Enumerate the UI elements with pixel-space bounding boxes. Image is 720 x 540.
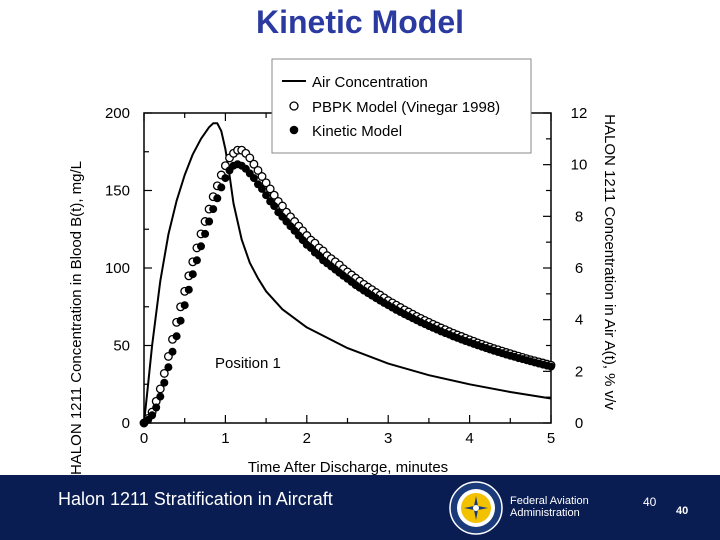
kinetic-point <box>249 174 258 183</box>
agency-name-line-1: Federal Aviation <box>510 495 589 507</box>
kinetic-point <box>188 270 197 279</box>
legend-swatch-kinetic <box>289 125 299 135</box>
kinetic-point <box>221 174 230 183</box>
y-left-tick-label: 150 <box>105 183 130 200</box>
y-left-tick-label: 100 <box>105 260 130 277</box>
legend-swatch-pbpk <box>289 101 299 111</box>
kinetic-point <box>217 183 226 192</box>
pbpk-point <box>261 178 271 188</box>
pbpk-point <box>265 184 275 194</box>
kinetic-point <box>192 256 201 265</box>
x-tick-label: 3 <box>384 430 392 447</box>
y-right-tick-labels: 0 2 4 6 8 10 12 <box>571 105 588 432</box>
kinetic-point <box>213 194 222 203</box>
pbpk-point <box>249 159 259 169</box>
y-right-tick-label: 6 <box>575 260 583 277</box>
kinetic-point <box>156 392 165 401</box>
y-right-tick-label: 10 <box>571 157 588 174</box>
series-pbpk-model <box>139 145 556 428</box>
kinetic-point <box>152 403 161 412</box>
kinetic-point <box>209 205 218 214</box>
kinetic-point <box>201 229 210 238</box>
pbpk-point <box>159 368 169 378</box>
pbpk-point <box>257 172 267 181</box>
kinetic-point <box>164 363 173 372</box>
x-tick-label: 2 <box>303 430 311 447</box>
x-tick-label: 4 <box>465 430 473 447</box>
y-right-tick-label: 4 <box>575 312 583 329</box>
y-axis-label-left: HALON 1211 Concentration in Blood B(t), … <box>68 161 85 475</box>
kinetic-point <box>197 242 205 251</box>
legend-box <box>271 58 532 154</box>
y-axis-label-right: HALON 1211 Concentration in Air A(t), % … <box>601 114 618 410</box>
y-right-tick-label: 0 <box>575 415 583 432</box>
faa-seal-logo <box>449 481 503 535</box>
y-right-tick-label: 8 <box>575 208 583 225</box>
pbpk-point <box>245 153 255 163</box>
kinetic-point <box>258 184 266 193</box>
footer-title: Halon 1211 Stratification in Aircraft <box>58 489 333 509</box>
legend-label-pbpk: PBPK Model (Vinegar 1998) <box>312 99 500 116</box>
footer-bar: Halon 1211 Stratification in Aircraft Fe… <box>0 475 720 540</box>
page-number-secondary: 40 <box>676 505 689 517</box>
kinetic-point <box>148 411 157 420</box>
y-left-tick-label: 200 <box>105 105 130 122</box>
kinetic-point <box>168 347 177 356</box>
kinetic-point <box>262 191 271 200</box>
x-tick-labels: 0 1 2 3 4 5 <box>140 430 555 447</box>
kinetic-point <box>270 202 279 210</box>
x-tick-label: 0 <box>140 430 148 447</box>
kinetic-point <box>547 362 555 371</box>
kinetic-point <box>176 316 185 325</box>
slide-title: Kinetic Model <box>255 4 464 40</box>
kinetic-point <box>184 285 193 294</box>
y-left-tick-labels: 0 50 100 150 200 <box>105 105 130 432</box>
x-tick-label: 1 <box>221 430 229 447</box>
agency-name: Federal Aviation Administration <box>510 495 620 519</box>
kinetic-point <box>205 217 214 226</box>
x-tick-label: 5 <box>547 430 555 447</box>
pbpk-point <box>277 201 287 211</box>
y-right-tick-label: 12 <box>571 105 588 122</box>
legend: Air Concentration PBPK Model (Vinegar 19… <box>271 58 532 154</box>
kinetic-point <box>160 378 169 387</box>
page-number: 40 <box>643 495 657 509</box>
x-axis-label: Time After Discharge, minutes <box>248 459 448 476</box>
annotation-position-1: Position 1 <box>215 355 281 372</box>
y-left-tick-label: 0 <box>122 415 130 432</box>
pbpk-point <box>269 190 279 200</box>
legend-label-air: Air Concentration <box>312 74 428 91</box>
y-right-tick-label: 2 <box>575 363 583 380</box>
legend-label-kinetic: Kinetic Model <box>312 123 402 140</box>
y-left-tick-label: 50 <box>113 338 130 355</box>
pbpk-point <box>253 165 263 175</box>
kinetic-point <box>172 332 181 341</box>
kinetic-point <box>180 301 189 310</box>
series-kinetic-model <box>140 160 555 427</box>
agency-name-line-2: Administration <box>510 507 580 519</box>
